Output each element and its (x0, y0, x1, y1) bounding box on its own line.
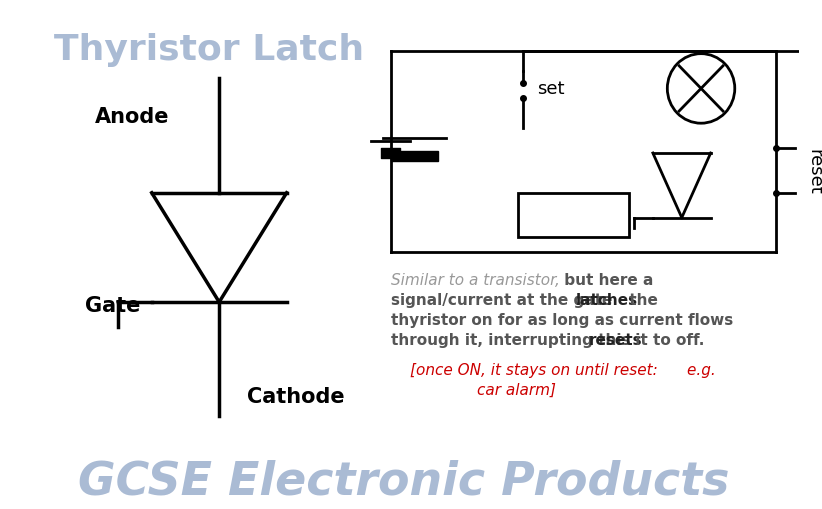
Text: latches: latches (575, 293, 638, 307)
Text: Thyristor Latch: Thyristor Latch (54, 33, 365, 67)
Text: Anode: Anode (95, 107, 169, 127)
Text: Similar to a transistor,: Similar to a transistor, (390, 273, 560, 288)
Text: it to off.: it to off. (630, 332, 704, 347)
Bar (518, 193, 629, 238)
Text: but here a: but here a (560, 273, 653, 288)
Text: reset: reset (805, 148, 822, 194)
Text: Gate: Gate (85, 295, 141, 316)
Text: [once ON, it stays on until reset:      e.g.: [once ON, it stays on until reset: e.g. (410, 362, 716, 377)
Text: Cathode: Cathode (247, 387, 345, 407)
Text: set: set (538, 80, 565, 98)
Polygon shape (390, 152, 438, 162)
Text: GCSE Electronic Products: GCSE Electronic Products (77, 459, 729, 503)
Text: thyristor on for as long as current flows: thyristor on for as long as current flow… (390, 313, 733, 327)
Text: resets: resets (589, 332, 642, 347)
Text: car alarm]: car alarm] (478, 382, 556, 397)
Text: through it, interrupting this: through it, interrupting this (390, 332, 635, 347)
Text: the: the (624, 293, 658, 307)
Text: signal/current at the gate: signal/current at the gate (390, 293, 617, 307)
